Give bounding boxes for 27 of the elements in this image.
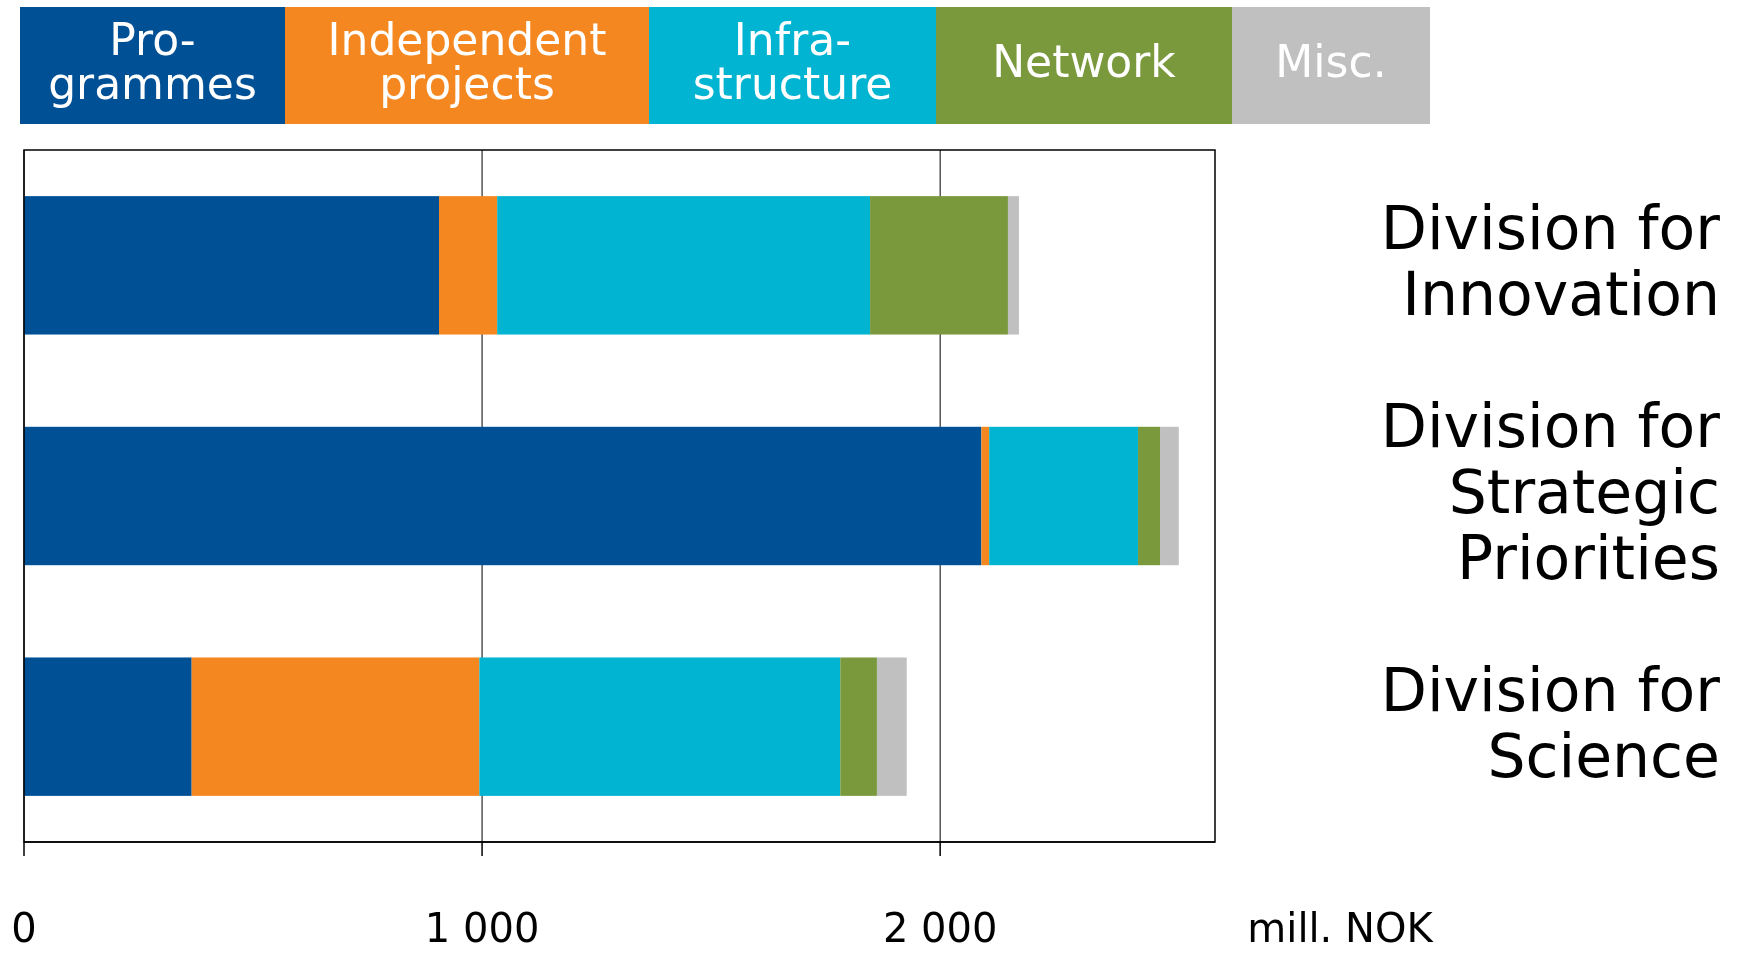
- text: Misc.: [1275, 36, 1387, 87]
- bar: [1007, 196, 1019, 335]
- x-axis-title: mill. NOK: [1247, 905, 1435, 951]
- bar: [981, 426, 990, 566]
- bar: [479, 657, 841, 796]
- series-label: Pro- grammes: [48, 14, 257, 109]
- bar: [840, 657, 877, 796]
- bar: [989, 426, 1139, 566]
- bar: [439, 196, 498, 335]
- bar: [1160, 426, 1179, 566]
- y-tick-label: Division for Science: [1380, 654, 1721, 791]
- x-tick-label: 2 000: [882, 905, 998, 951]
- x-tick-label: 1 000: [424, 905, 540, 951]
- text: Network: [992, 36, 1177, 87]
- bar: [1138, 426, 1161, 566]
- text: Independent projects: [327, 14, 607, 109]
- series-label: Infra- structure: [692, 14, 893, 109]
- x-tick-label: 0: [11, 905, 37, 951]
- y-tick-label: Division for Strategic Priorities: [1380, 390, 1721, 593]
- bar: [24, 426, 982, 566]
- bar: [497, 196, 871, 335]
- bar: [876, 657, 907, 796]
- bar: [191, 657, 480, 796]
- bar: [24, 657, 192, 796]
- bar: [24, 196, 440, 335]
- y-tick-label: Division for Innovation: [1380, 192, 1721, 329]
- bar: [870, 196, 1008, 335]
